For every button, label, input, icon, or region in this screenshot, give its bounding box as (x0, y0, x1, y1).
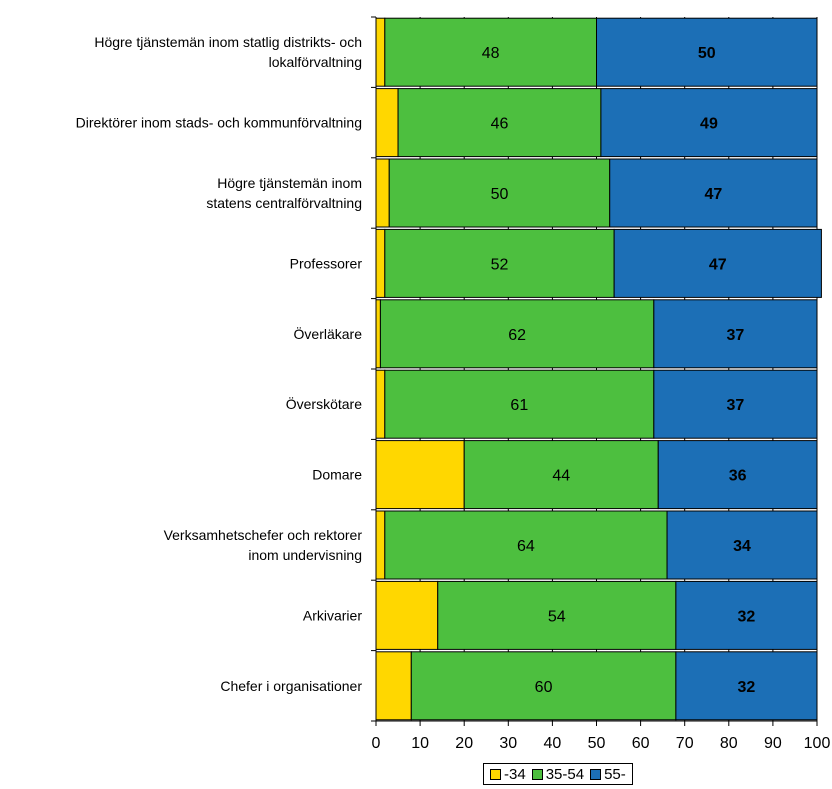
data-label: 60 (535, 679, 553, 696)
labels: 48 50 Högre tjänstemän inom statlig distri… (76, 34, 831, 752)
x-tick-label: 100 (804, 735, 831, 752)
bar-segment (410, 651, 677, 721)
bar-segment (653, 299, 818, 369)
data-label: 61 (510, 397, 528, 414)
bar-segment (596, 17, 818, 87)
category-label: Domare (312, 467, 362, 483)
bar-segment (613, 228, 822, 298)
data-label: 34 (733, 538, 751, 555)
data-label: 48 (482, 45, 500, 62)
x-tick-label: 30 (499, 735, 517, 752)
bar-segment (675, 580, 818, 650)
category-label: Chefer i organisationer (220, 678, 362, 694)
legend-swatch-series-3 (590, 768, 602, 780)
bar-segment (375, 299, 381, 369)
legend-swatch-series-2 (531, 768, 543, 780)
bar-segment (657, 440, 818, 510)
bar-segment (397, 88, 602, 158)
data-label: 64 (517, 538, 535, 555)
bar-segment (375, 651, 412, 721)
data-label: 62 (508, 327, 526, 344)
bar-segment (653, 369, 818, 439)
legend-item-series-1: -34 (490, 766, 526, 783)
bar-segment (375, 17, 386, 87)
category-label: Verksamhetschefer och rektorer (164, 527, 363, 543)
bar-segment (384, 369, 655, 439)
x-tick-label: 50 (588, 735, 606, 752)
category-label: inom undervisning (248, 547, 362, 563)
chart-legend: -34 35-54 55- (483, 763, 633, 785)
data-label: 37 (727, 397, 745, 414)
category-label: lokalförvaltning (269, 54, 362, 70)
bar-segment (375, 580, 439, 650)
data-label: 54 (548, 608, 566, 625)
bars (375, 17, 822, 721)
bar-segment (375, 440, 465, 510)
data-label: 37 (727, 327, 745, 344)
bar-segment (375, 510, 386, 580)
data-label: 50 (491, 186, 509, 203)
bar-segment (388, 158, 611, 228)
legend-label-series-2: 35-54 (545, 765, 585, 783)
category-label: Direktörer inom stads- och kommunförvalt… (76, 115, 362, 131)
bar-segment (437, 580, 677, 650)
category-label: Professorer (290, 255, 363, 271)
x-tick-label: 0 (372, 735, 381, 752)
bar-segment (384, 17, 597, 87)
data-label: 36 (729, 468, 747, 485)
bar-segment (600, 88, 818, 158)
data-label: 49 (700, 116, 718, 133)
data-label: 50 (698, 45, 716, 62)
x-tick-label: 40 (544, 735, 562, 752)
bar-segment (375, 88, 399, 158)
data-label: 32 (738, 608, 756, 625)
category-label: statens centralförvaltning (206, 195, 362, 211)
x-tick-label: 10 (411, 735, 429, 752)
x-tick-label: 60 (632, 735, 650, 752)
x-tick-label: 20 (455, 735, 473, 752)
data-label: 32 (738, 679, 756, 696)
legend-item-series-2: 35-54 (531, 765, 585, 783)
bar-segment (375, 228, 386, 298)
category-label: Högre tjänstemän inom statlig distrikts-… (94, 34, 362, 50)
bar-segment (666, 510, 818, 580)
bar-segment (384, 510, 668, 580)
data-label: 47 (709, 256, 727, 273)
data-label: 46 (491, 116, 509, 133)
legend-label-series-1: -34 (504, 765, 526, 783)
category-label: Arkivarier (303, 607, 362, 623)
bar-segment (375, 369, 386, 439)
axes (371, 16, 818, 726)
bar-segment (375, 158, 390, 228)
data-label: 44 (552, 468, 570, 485)
data-label: 47 (704, 186, 722, 203)
category-label: Högre tjänstemän inom (217, 175, 362, 191)
data-label: 52 (491, 256, 509, 273)
bar-segment (675, 651, 818, 721)
bar-segment (609, 158, 818, 228)
x-tick-label: 70 (676, 735, 694, 752)
legend-swatch-series-1 (490, 768, 501, 780)
legend-item-series-3: 55- (590, 766, 626, 783)
legend-label-series-3: 55- (604, 765, 626, 783)
bar-segment (384, 228, 615, 298)
x-tick-label: 90 (764, 735, 782, 752)
x-tick-label: 80 (720, 735, 738, 752)
category-label: Överläkare (294, 325, 363, 342)
category-label: Överskötare (286, 395, 362, 412)
